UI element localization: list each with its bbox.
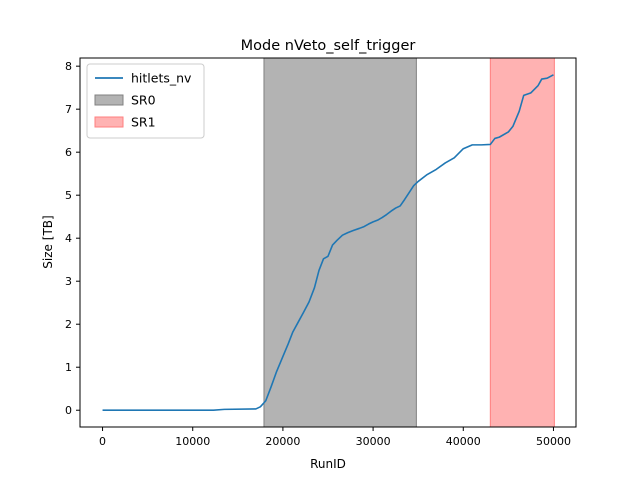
x-axis-label: RunID (310, 457, 346, 471)
lines-layer (102, 74, 554, 412)
chart-title: Mode nVeto_self_trigger (241, 38, 416, 54)
x-tick-label: 0 (99, 435, 106, 448)
y-tick-label: 4 (65, 232, 72, 245)
y-tick-label: 7 (65, 103, 72, 116)
x-axis-ticks: 0 10000 20000 30000 40000 50000 (99, 427, 571, 448)
y-tick-label: 5 (65, 189, 72, 202)
y-tick-label: 8 (65, 60, 72, 73)
y-tick-label: 2 (65, 318, 72, 331)
y-tick-label: 0 (65, 404, 72, 417)
span-sr1 (489, 57, 555, 428)
y-tick-label: 1 (65, 361, 72, 374)
y-axis-label: Size [TB] (41, 215, 55, 268)
x-tick-label: 50000 (536, 435, 571, 448)
span-sr0 (263, 57, 417, 428)
legend-label: SR1 (131, 115, 156, 130)
legend-swatch-sr0 (94, 94, 124, 106)
x-tick-label: 20000 (265, 435, 300, 448)
spans-layer (263, 57, 555, 428)
y-axis-ticks: 0 1 2 3 4 5 6 7 8 (65, 60, 80, 417)
y-tick-label: 3 (65, 275, 72, 288)
series-line-hitlets_nv (102, 74, 554, 412)
plot-frame (79, 57, 577, 428)
legend-label: SR0 (131, 93, 156, 108)
x-tick-label: 30000 (356, 435, 391, 448)
legend-label: hitlets_nv (131, 71, 192, 86)
y-tick-label: 6 (65, 146, 72, 159)
legend-swatch-sr1 (94, 116, 124, 128)
legend: hitlets_nv SR0 SR1 (86, 63, 205, 139)
x-tick-label: 10000 (175, 435, 210, 448)
x-tick-label: 40000 (446, 435, 481, 448)
